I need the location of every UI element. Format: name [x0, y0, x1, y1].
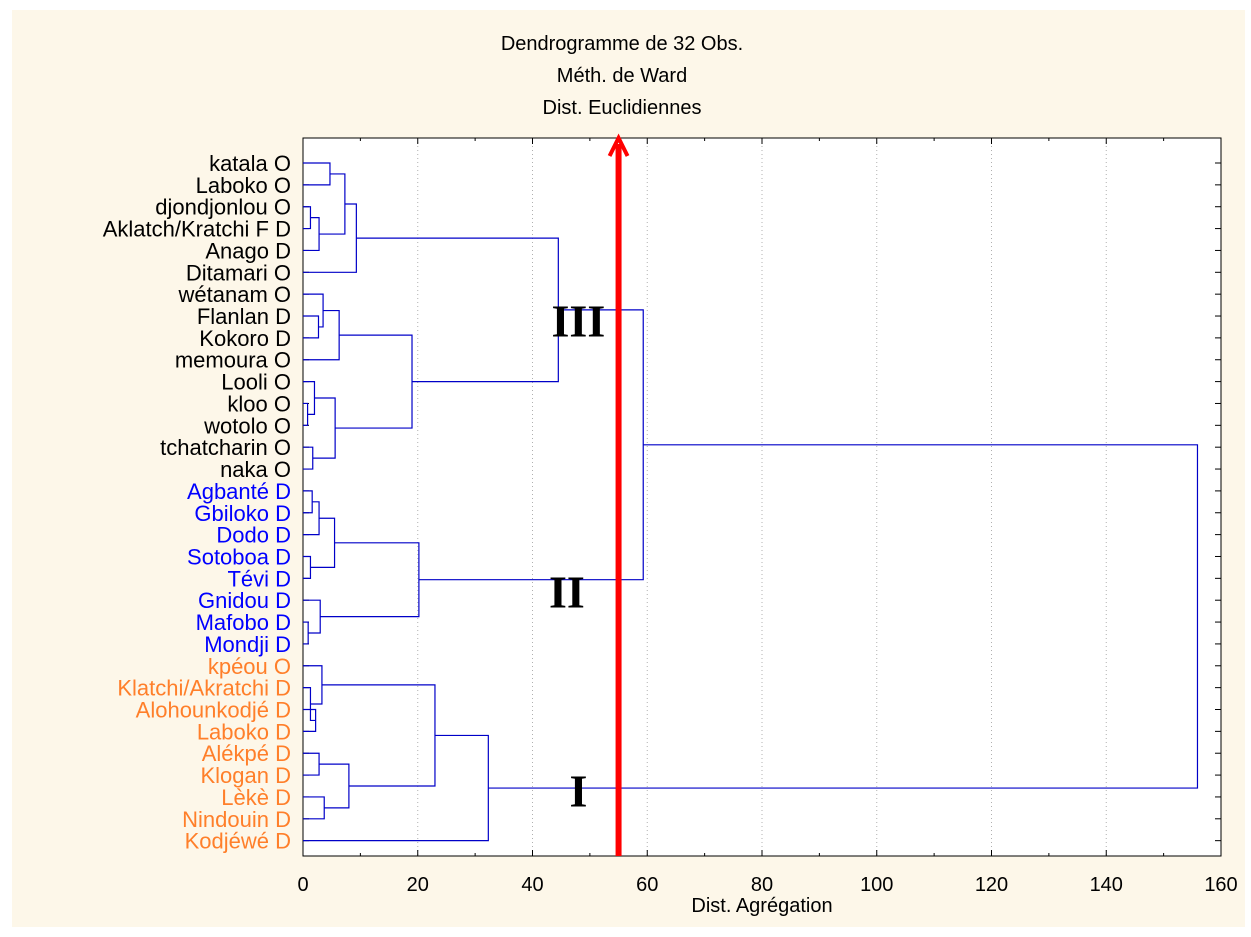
- leaf-label: Agbanté D: [187, 479, 291, 504]
- plot-area: [302, 137, 1222, 857]
- leaf-label: kpéou O: [208, 654, 291, 679]
- dendrogram-link: [303, 315, 320, 339]
- dendrogram-link: [303, 599, 321, 634]
- x-tick-labels: 0 20 40 60 80 100 120 140 160: [297, 874, 1237, 896]
- x-tick-label: 20: [407, 874, 429, 896]
- leaf-label: Laboko D: [197, 719, 291, 744]
- leaf-label: Kodjéwé D: [185, 829, 291, 854]
- cut-line-arrowhead: [607, 133, 630, 157]
- leaf-label: Mafobo D: [196, 610, 291, 635]
- x-axis-title: Dist. Agrégation: [691, 895, 832, 917]
- leaf-label: Gbiloko D: [194, 501, 291, 526]
- leaf-label: Laboko O: [196, 173, 291, 198]
- leaf-label: Alohounkodjé D: [136, 698, 291, 723]
- leaf-label: djondjonlou O: [155, 195, 291, 220]
- dendrogram-link: [310, 517, 336, 569]
- leaf-label: Klogan D: [200, 763, 291, 788]
- leaf-label: Flanlan D: [197, 304, 291, 329]
- x-tick-label: 60: [636, 874, 658, 896]
- leaf-label: kloo O: [227, 391, 291, 416]
- leaf-label: wotolo O: [203, 413, 291, 438]
- dendrogram-links: [303, 162, 1199, 842]
- x-tick-label: 100: [860, 874, 893, 896]
- dendrogram-link: [303, 734, 489, 842]
- leaf-label: Anago D: [205, 238, 291, 263]
- leaf-label: Dodo D: [216, 523, 291, 548]
- cut-line: [607, 133, 630, 856]
- cluster-label-i: I: [569, 765, 587, 816]
- chart-panel: Dendrogramme de 32 Obs. Méth. de Ward Di…: [12, 10, 1245, 927]
- leaf-label: naka O: [220, 457, 291, 482]
- dendrogram-chart: Dendrogramme de 32 Obs. Méth. de Ward Di…: [103, 33, 1238, 917]
- x-tick-label: 40: [521, 874, 543, 896]
- leaf-label: Alékpé D: [202, 741, 291, 766]
- x-tick-label: 120: [975, 874, 1008, 896]
- leaf-label: Looli O: [221, 370, 291, 395]
- cluster-label-iii: III: [552, 295, 606, 346]
- dendrogram-link: [303, 293, 324, 328]
- leaf-label: Ditamari O: [186, 260, 291, 285]
- x-tick-label: 0: [297, 874, 308, 896]
- dendrogram-link: [320, 542, 420, 618]
- dendrogram-link: [488, 444, 1199, 789]
- x-tick-label: 80: [751, 874, 773, 896]
- x-tick-label: 160: [1204, 874, 1237, 896]
- leaf-label: Gnidou D: [198, 588, 291, 613]
- leaf-label: tchatcharin O: [160, 435, 291, 460]
- dendrogram-link: [303, 162, 331, 186]
- leaf-label: Tévi D: [227, 566, 291, 591]
- chart-subtitle-distance: Dist. Euclidiennes: [543, 97, 702, 119]
- chart-title: Dendrogramme de 32 Obs.: [501, 33, 743, 55]
- dendrogram-link: [303, 309, 340, 361]
- leaf-label: Kokoro D: [199, 326, 291, 351]
- leaf-label: katala O: [209, 151, 291, 176]
- leaf-label: Klatchi/Akratchi D: [117, 676, 291, 701]
- leaf-label: memoura O: [175, 348, 291, 373]
- chart-subtitle-method: Méth. de Ward: [557, 65, 687, 87]
- leaf-label: wétanam O: [178, 282, 292, 307]
- leaf-label: Nindouin D: [182, 807, 291, 832]
- leaf-label: Sotoboa D: [187, 544, 291, 569]
- leaf-label: Lèkè D: [221, 785, 291, 810]
- leaf-label: Mondji D: [204, 632, 291, 657]
- x-tick-label: 140: [1090, 874, 1123, 896]
- cluster-label-ii: II: [549, 566, 585, 617]
- dendrogram-link: [321, 684, 436, 787]
- leaf-label: Aklatch/Kratchi F D: [103, 217, 291, 242]
